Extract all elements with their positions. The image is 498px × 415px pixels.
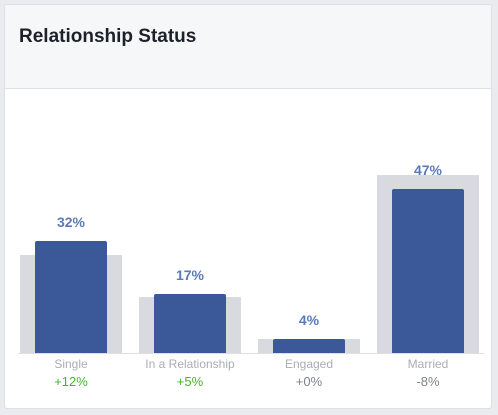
category-label-single: Single bbox=[54, 357, 88, 371]
relationship-status-card: Relationship Status 32% Single +12% 17% In a… bbox=[4, 4, 492, 409]
bar-group-single: 32% Single +12% bbox=[20, 89, 122, 408]
relationship-status-chart: 32% Single +12% 17% In a Relationship +5% 4% En… bbox=[5, 89, 491, 408]
value-label-in-a-relationship: 17% bbox=[175, 266, 205, 283]
value-label-engaged: 4% bbox=[298, 312, 320, 328]
chart-baseline bbox=[18, 353, 484, 354]
change-label-married: -8% bbox=[416, 374, 440, 389]
card-title: Relationship Status bbox=[19, 26, 197, 47]
bar-group-engaged: 4% Engaged +0% bbox=[258, 89, 360, 408]
card-header: Relationship Status bbox=[5, 5, 491, 89]
bar-married[interactable] bbox=[392, 188, 464, 353]
change-label-engaged: +0% bbox=[295, 374, 323, 389]
category-label-married: Married bbox=[407, 357, 449, 371]
category-label-engaged: Engaged bbox=[284, 357, 334, 371]
bar-group-married: 47% Married -8% bbox=[377, 89, 479, 408]
value-label-married: 47% bbox=[413, 161, 443, 178]
value-label-single: 32% bbox=[56, 214, 86, 230]
change-label-in-a-relationship: +5% bbox=[176, 374, 204, 389]
bar-engaged[interactable] bbox=[273, 339, 345, 353]
bar-in-a-relationship[interactable] bbox=[154, 293, 226, 353]
bar-group-in-a-relationship: 17% In a Relationship +5% bbox=[139, 89, 241, 408]
category-label-in-a-relationship: In a Relationship bbox=[145, 357, 235, 371]
change-label-single: +12% bbox=[54, 374, 88, 389]
bar-single[interactable] bbox=[35, 241, 107, 353]
